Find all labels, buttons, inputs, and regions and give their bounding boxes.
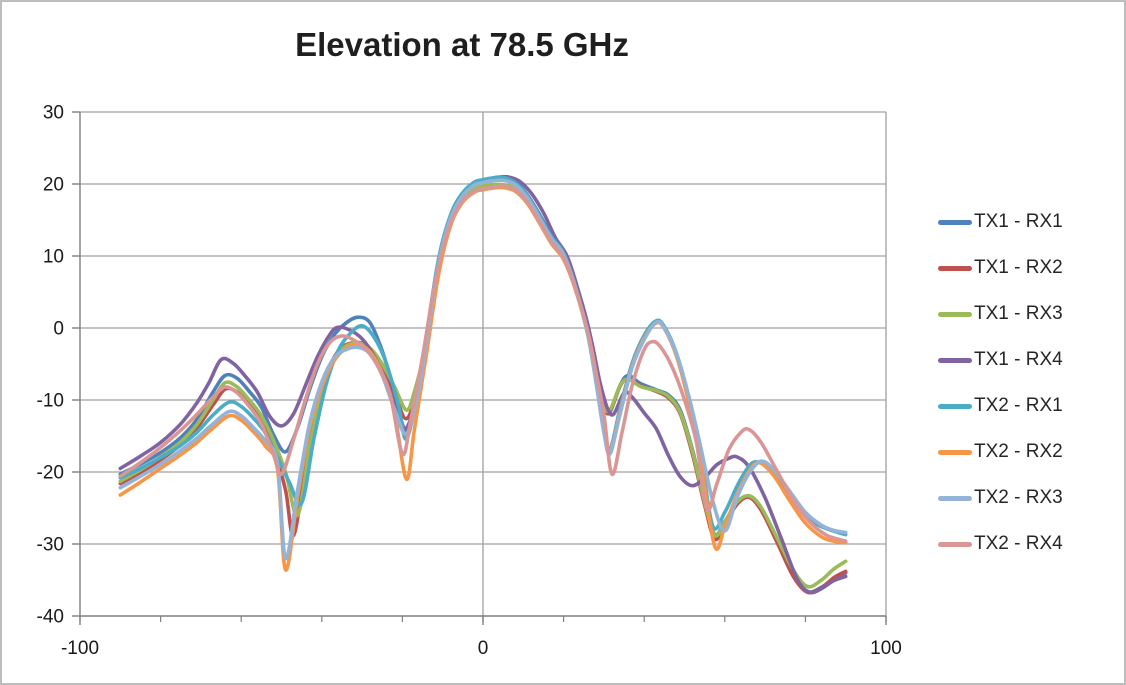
x-tick-label: 0 — [478, 638, 489, 659]
legend-label: TX2 - RX3 — [974, 487, 1063, 508]
legend-label: TX2 - RX1 — [974, 395, 1063, 416]
legend-label: TX1 - RX3 — [974, 303, 1063, 324]
legend-label: TX1 - RX2 — [974, 257, 1063, 278]
y-tick-label: -30 — [37, 535, 64, 556]
legend-swatch-icon — [938, 357, 972, 363]
legend-item-TX1-RX4: TX1 - RX4 — [938, 337, 1063, 383]
legend: TX1 - RX1 TX1 - RX2 TX1 - RX3 TX1 - RX4 TX2 … — [938, 199, 1063, 567]
series-line-TX2-RX4 — [118, 184, 848, 543]
legend-item-TX1-RX1: TX1 - RX1 — [938, 199, 1063, 245]
series-line-TX1-RX3 — [118, 182, 848, 589]
legend-label: TX2 - RX4 — [974, 533, 1063, 554]
legend-item-TX2-RX4: TX2 - RX4 — [938, 521, 1063, 567]
legend-swatch-icon — [938, 495, 972, 501]
x-tick-label: -100 — [61, 638, 99, 659]
x-tick-label: 100 — [870, 638, 902, 659]
y-tick-label: 30 — [43, 103, 64, 124]
legend-label: TX1 - RX1 — [974, 211, 1063, 232]
legend-item-TX2-RX1: TX2 - RX1 — [938, 383, 1063, 429]
y-tick-label: -40 — [37, 607, 64, 628]
y-tick-label: -10 — [37, 391, 64, 412]
legend-swatch-icon — [938, 449, 972, 455]
legend-label: TX2 - RX2 — [974, 441, 1063, 462]
legend-swatch-icon — [938, 403, 972, 409]
y-tick-label: 0 — [53, 319, 64, 340]
legend-item-TX2-RX3: TX2 - RX3 — [938, 475, 1063, 521]
legend-item-TX1-RX2: TX1 - RX2 — [938, 245, 1063, 291]
y-tick-label: -20 — [37, 463, 64, 484]
y-tick-label: 10 — [43, 247, 64, 268]
legend-swatch-icon — [938, 219, 972, 225]
legend-item-TX2-RX2: TX2 - RX2 — [938, 429, 1063, 475]
legend-swatch-icon — [938, 311, 972, 317]
legend-swatch-icon — [938, 541, 972, 547]
legend-label: TX1 - RX4 — [974, 349, 1063, 370]
chart-title: Elevation at 78.5 GHz — [295, 26, 629, 63]
legend-swatch-icon — [938, 265, 972, 271]
y-tick-label: 20 — [43, 175, 64, 196]
legend-item-TX1-RX3: TX1 - RX3 — [938, 291, 1063, 337]
